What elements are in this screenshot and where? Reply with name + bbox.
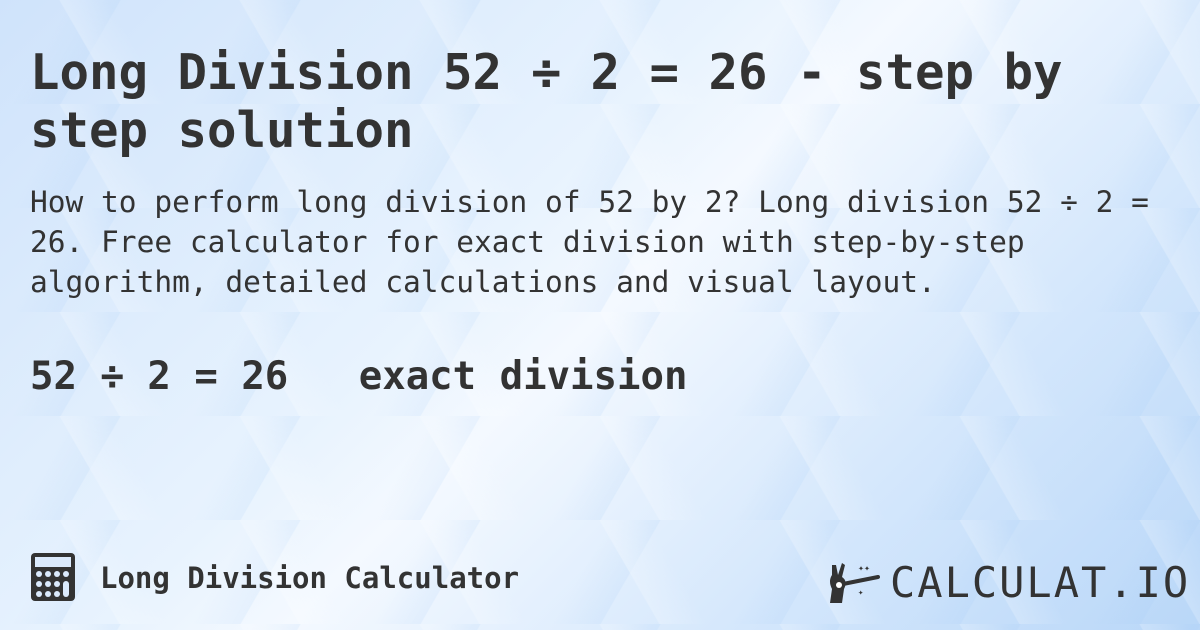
- result-equation: 52 ÷ 2 = 26: [30, 354, 289, 399]
- result-line: 52 ÷ 2 = 26 exact division: [30, 354, 687, 399]
- calculat-io-logo[interactable]: ✦✦ ✦ CALCULAT.IO: [828, 558, 1190, 607]
- page-title: Long Division 52 ÷ 2 = 26 - step by step…: [30, 44, 1063, 159]
- calculator-icon: [31, 553, 75, 601]
- hand-magic-wand-icon: ✦✦✦: [830, 562, 880, 603]
- calculator-label: Long Division Calculator: [100, 561, 520, 595]
- logo-text: CALCULAT.IO: [890, 558, 1191, 607]
- result-type: exact division: [358, 354, 688, 399]
- svg-text:✦: ✦: [858, 588, 864, 598]
- page-description: How to perform long division of 52 by 2?…: [30, 185, 1149, 299]
- svg-text:✦✦: ✦✦: [858, 563, 870, 574]
